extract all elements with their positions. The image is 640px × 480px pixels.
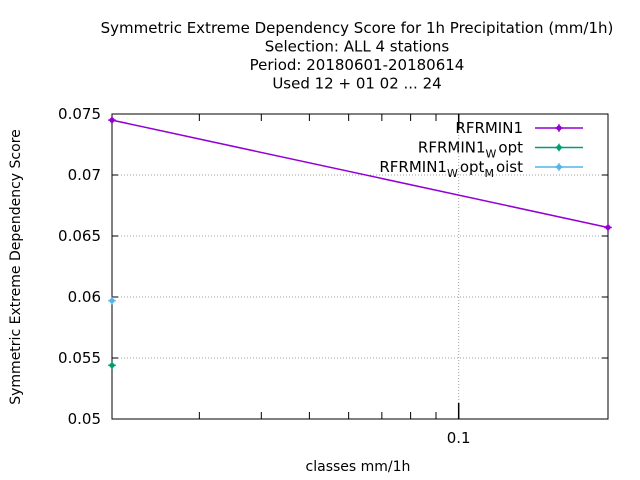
series xyxy=(108,116,612,370)
series-group xyxy=(108,296,116,305)
y-tick-label: 0.055 xyxy=(58,349,101,367)
data-point xyxy=(555,143,563,152)
x-axis-label: classes mm/1h xyxy=(306,459,411,475)
y-tick-label: 0.065 xyxy=(58,227,101,245)
y-axis-label: Symmetric Extreme Dependency Score xyxy=(8,129,24,405)
series-group xyxy=(108,116,612,232)
y-tick-label: 0.07 xyxy=(68,166,101,184)
data-point xyxy=(555,124,563,132)
grid xyxy=(112,114,608,419)
title-line: Period: 20180601-20180614 xyxy=(250,56,465,74)
title-line: Selection: ALL 4 stations xyxy=(265,38,450,56)
data-point xyxy=(108,116,116,124)
y-tick-label: 0.05 xyxy=(68,410,101,428)
series-line xyxy=(111,119,609,229)
x-tick-label: 0.1 xyxy=(447,429,471,447)
series-group xyxy=(108,361,116,370)
legend-label: RFRMIN1W opt xyxy=(418,139,523,161)
title-line: Used 12 + 01 02 ... 24 xyxy=(272,75,441,93)
data-point xyxy=(604,223,612,232)
data-point xyxy=(108,296,116,305)
data-point xyxy=(555,163,563,171)
chart-title: Symmetric Extreme Dependency Score for 1… xyxy=(101,19,614,93)
data-point xyxy=(108,361,116,370)
y-tick-label: 0.06 xyxy=(68,288,101,306)
plot-frame xyxy=(111,113,609,420)
axes: 0.05 0.055 0.06 0.065 0.07 0.075 0.1 xyxy=(58,105,608,447)
legend-label: RFRMIN1W optM oist xyxy=(379,158,523,180)
y-tick-label: 0.075 xyxy=(58,105,101,123)
legend-label: RFRMIN1 xyxy=(455,119,523,137)
title-line: Symmetric Extreme Dependency Score for 1… xyxy=(101,19,614,37)
